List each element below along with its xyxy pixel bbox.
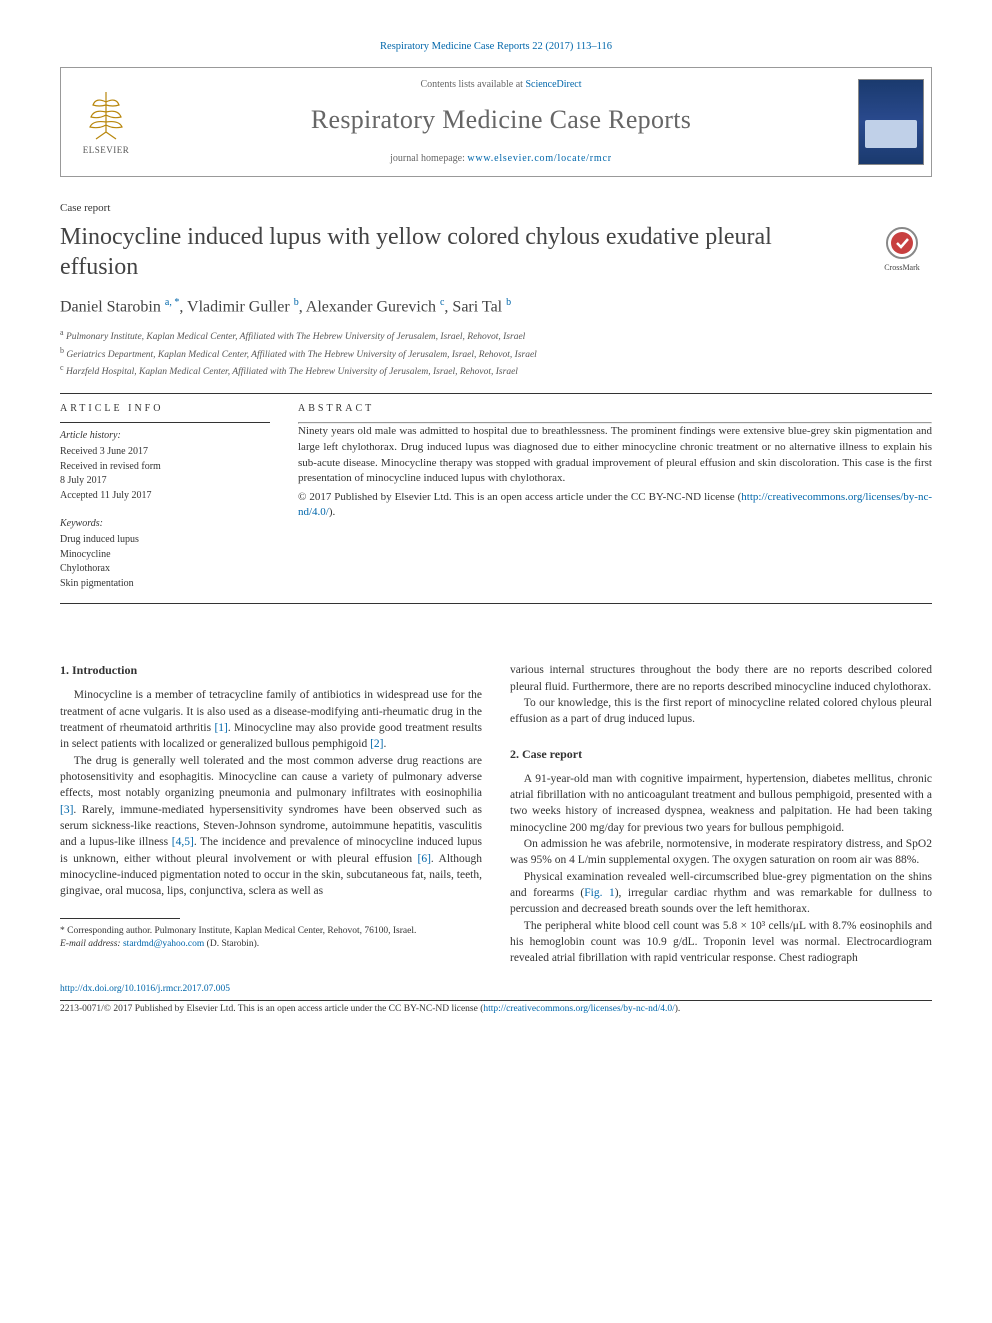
authors: Daniel Starobin a, *, Vladimir Guller b,…: [60, 296, 932, 319]
affiliations: a Pulmonary Institute, Kaplan Medical Ce…: [60, 327, 932, 379]
abstract: abstract Ninety years old male was admit…: [298, 402, 932, 591]
ref-link[interactable]: [2]: [370, 738, 383, 750]
case-p3: Physical examination revealed well-circu…: [510, 869, 932, 918]
right-column: various internal structures throughout t…: [510, 662, 932, 966]
corresponding-text: * Corresponding author. Pulmonary Instit…: [60, 925, 482, 938]
article-info-heading: article info: [60, 402, 270, 416]
elsevier-tree-icon: ELSEVIER: [76, 87, 136, 157]
contents-available: Contents lists available at ScienceDirec…: [159, 78, 843, 92]
issn-text: 2213-0071/© 2017 Published by Elsevier L…: [60, 1004, 483, 1014]
keywords-label: Keywords:: [60, 517, 270, 531]
article-title: Minocycline induced lupus with yellow co…: [60, 222, 856, 282]
keywords-lines: Drug induced lupusMinocyclineChylothorax…: [60, 533, 270, 591]
case-p2: On admission he was afebrile, normotensi…: [510, 836, 932, 869]
intro-p2-cont: various internal structures throughout t…: [510, 662, 932, 695]
issn-copyright: 2213-0071/© 2017 Published by Elsevier L…: [60, 1003, 932, 1016]
doi-link[interactable]: http://dx.doi.org/10.1016/j.rmcr.2017.07…: [60, 983, 932, 996]
abstract-copyright: © 2017 Published by Elsevier Ltd. This i…: [298, 490, 932, 521]
left-column: 1. Introduction Minocycline is a member …: [60, 662, 482, 966]
issn-close: ).: [675, 1004, 681, 1014]
cover-thumbnail-icon: [858, 79, 924, 165]
case-p1: A 91-year-old man with cognitive impairm…: [510, 771, 932, 836]
page: Respiratory Medicine Case Reports 22 (20…: [0, 0, 992, 1046]
info-abstract-row: article info Article history: Received 3…: [60, 402, 932, 591]
email-line: E-mail address: stardmd@yahoo.com (D. St…: [60, 938, 482, 951]
bottom-divider: [60, 1000, 932, 1001]
crossmark-label: CrossMark: [884, 262, 920, 273]
divider: [60, 393, 932, 394]
ref-link[interactable]: [4,5]: [172, 836, 194, 848]
crossmark-badge[interactable]: CrossMark: [872, 226, 932, 273]
journal-cover[interactable]: [851, 68, 931, 176]
history-lines: Received 3 June 2017Received in revised …: [60, 445, 270, 503]
email-link[interactable]: stardmd@yahoo.com: [123, 939, 204, 949]
abstract-body: Ninety years old male was admitted to ho…: [298, 424, 932, 486]
copyright-text: © 2017 Published by Elsevier Ltd. This i…: [298, 491, 741, 503]
text: The drug is generally well tolerated and…: [60, 755, 482, 800]
crossmark-icon: [885, 226, 919, 260]
info-divider: [60, 422, 270, 423]
intro-p1: Minocycline is a member of tetracycline …: [60, 687, 482, 752]
figure-link[interactable]: Fig. 1: [584, 887, 614, 899]
text: .: [384, 738, 387, 750]
footnote-divider: [60, 918, 180, 919]
ref-link[interactable]: [1]: [214, 722, 227, 734]
contents-prefix: Contents lists available at: [420, 79, 525, 90]
journal-name: Respiratory Medicine Case Reports: [159, 102, 843, 138]
abstract-heading: abstract: [298, 402, 932, 416]
section-heading-case: 2. Case report: [510, 746, 932, 763]
publisher-name: ELSEVIER: [83, 144, 130, 157]
homepage-line: journal homepage: www.elsevier.com/locat…: [159, 152, 843, 166]
section-heading-intro: 1. Introduction: [60, 662, 482, 679]
citation-line[interactable]: Respiratory Medicine Case Reports 22 (20…: [60, 40, 932, 55]
intro-p3: To our knowledge, this is the first repo…: [510, 695, 932, 728]
license-link[interactable]: http://creativecommons.org/licenses/by-n…: [483, 1004, 674, 1014]
body-columns: 1. Introduction Minocycline is a member …: [60, 662, 932, 966]
email-label: E-mail address:: [60, 939, 123, 949]
email-suffix: (D. Starobin).: [204, 939, 259, 949]
homepage-url[interactable]: www.elsevier.com/locate/rmcr: [467, 153, 611, 164]
header-center: Contents lists available at ScienceDirec…: [151, 68, 851, 176]
ref-link[interactable]: [6]: [418, 853, 431, 865]
homepage-prefix: journal homepage:: [390, 153, 467, 164]
divider: [60, 603, 932, 604]
sciencedirect-link[interactable]: ScienceDirect: [525, 79, 581, 90]
history-label: Article history:: [60, 429, 270, 443]
publisher-logo[interactable]: ELSEVIER: [61, 68, 151, 176]
journal-header: ELSEVIER Contents lists available at Sci…: [60, 67, 932, 177]
case-p4: The peripheral white blood cell count wa…: [510, 918, 932, 967]
ref-link[interactable]: [3]: [60, 804, 73, 816]
corresponding-footnote: * Corresponding author. Pulmonary Instit…: [60, 925, 482, 951]
intro-p2: The drug is generally well tolerated and…: [60, 753, 482, 900]
title-row: Minocycline induced lupus with yellow co…: [60, 222, 932, 296]
article-type: Case report: [60, 201, 932, 216]
article-info: article info Article history: Received 3…: [60, 402, 270, 591]
copyright-close: ).: [329, 506, 335, 518]
